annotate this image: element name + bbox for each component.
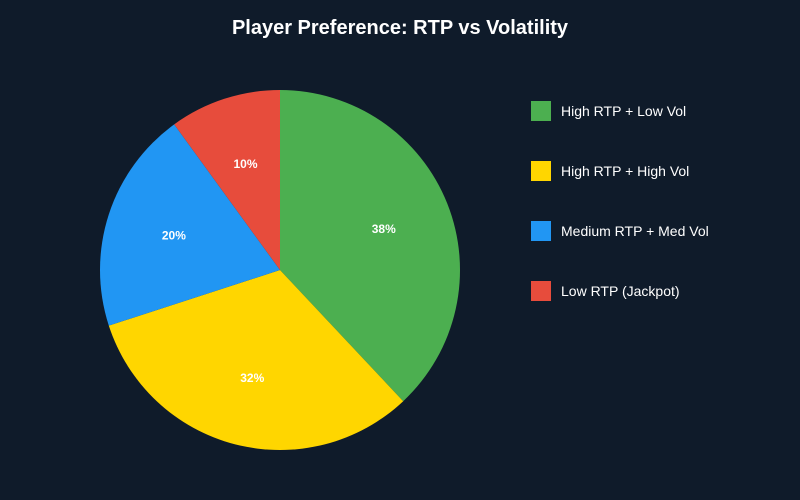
legend-swatch: [531, 281, 551, 301]
legend-item-4: Low RTP (Jackpot): [531, 280, 709, 302]
legend-label: High RTP + Low Vol: [561, 103, 687, 119]
pie-labels: 38% 32% 20% 10%: [162, 157, 396, 385]
pie-slice-1: [280, 90, 460, 402]
legend-label: Medium RTP + Med Vol: [561, 223, 709, 239]
legend: High RTP + Low Vol High RTP + High Vol Med…: [531, 100, 709, 340]
legend-swatch: [531, 101, 551, 121]
pie-slice-label-3: 20%: [162, 229, 186, 243]
legend-swatch: [531, 161, 551, 181]
pie-slice-label-4: 10%: [233, 157, 257, 171]
legend-swatch: [531, 221, 551, 241]
pie-slice-2: [108, 270, 404, 451]
pie-slice-3: [100, 124, 280, 326]
legend-item-3: Medium RTP + Med Vol: [531, 220, 709, 242]
legend-label: Low RTP (Jackpot): [561, 283, 680, 299]
legend-item-1: High RTP + Low Vol: [531, 100, 709, 122]
chart-title: Player Preference: RTP vs Volatility: [231, 17, 569, 39]
legend-item-2: High RTP + High Vol: [531, 160, 709, 182]
pie-slice-label-2: 32%: [240, 371, 264, 385]
pie-slices: [100, 90, 460, 451]
pie-slice-4: [174, 90, 280, 270]
pie-slice-label-1: 38%: [372, 222, 396, 236]
legend-label: High RTP + High Vol: [561, 163, 690, 179]
